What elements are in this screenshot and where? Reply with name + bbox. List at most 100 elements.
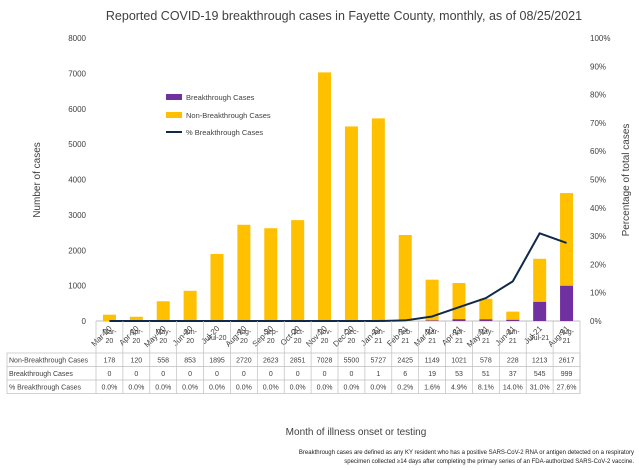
x-tick-label: May-20 [142,324,168,350]
y2-tick-label: 50% [590,176,606,185]
table-cell: 7028 [317,357,333,364]
table-cell: 2623 [263,357,279,364]
legend-label-non-breakthrough: Non-Breakthrough Cases [186,111,271,120]
table-header-cell: Aug-20 [236,329,251,345]
table-cell: 0.0% [128,384,144,391]
table-header-cell: Mar-21 [425,329,440,345]
bar-non-breakthrough [344,126,358,321]
table-cell: 0.0% [155,384,171,391]
legend: Breakthrough Cases Non-Breakthrough Case… [166,93,271,137]
y-tick-label: 4000 [68,176,86,185]
table-cell: 1 [376,371,380,378]
left-axis-ticks: 0 1000 2000 3000 4000 5000 6000 7000 8000 [68,34,86,326]
y2-tick-label: 60% [590,147,606,156]
percent-line-group [109,232,567,322]
table-cell: 0 [134,371,138,378]
footnote-line-2: specimen collected ≥14 days after comple… [344,459,634,465]
table-header-cell: Mar-20 [102,329,117,345]
table-cell: 0 [323,371,327,378]
table-header-cell: Sep-20 [263,329,278,345]
table-row-label: % Breakthrough Cases [9,384,81,391]
y-tick-label: 7000 [68,69,86,78]
legend-swatch-non-breakthrough [166,112,182,118]
table-header-cell: May-20 [155,329,171,345]
table-header-cell: Aug-21 [559,329,574,345]
percent-breakthrough-line [109,232,567,322]
table-cell: 2617 [559,357,575,364]
bar-non-breakthrough [156,301,170,321]
table-cell: 19 [428,371,436,378]
bar-non-breakthrough [318,72,332,322]
bar-non-breakthrough [129,316,143,321]
table-cell: 0 [107,371,111,378]
y-tick-label: 6000 [68,105,86,114]
table-cell: 1.6% [424,384,440,391]
table-cell: 4.9% [451,384,467,391]
table-cell: 0.0% [209,384,225,391]
bar-breakthrough [533,301,547,321]
table-header-cell: Jul-20 [207,335,226,342]
y-tick-label: 0 [82,317,87,326]
table-cell: 0.0% [370,384,386,391]
table-cell: 0 [242,371,246,378]
y2-axis-title: Percentage of total cases [621,124,632,237]
table-cell: 178 [104,357,116,364]
bar-non-breakthrough [210,253,224,321]
bar-non-breakthrough [479,298,493,320]
y2-tick-label: 0% [590,317,602,326]
table-row-label: Non-Breakthrough Cases [9,357,88,364]
table-header-cell: May-21 [478,329,494,345]
table-cell: 37 [509,371,517,378]
right-axis-ticks: 0% 10% 20% 30% 40% 50% 60% 70% 80% 90% 100% [590,34,610,326]
y2-tick-label: 80% [590,91,606,100]
table-cell: 0.0% [182,384,198,391]
bar-breakthrough [560,285,574,321]
table-header-cell: Apr-21 [452,329,466,345]
y-tick-label: 8000 [68,34,86,43]
table-cell: 27.6% [557,384,577,391]
y-tick-label: 3000 [68,211,86,220]
table-cell: 2425 [397,357,413,364]
chart-title: Reported COVID-19 breakthrough cases in … [106,9,582,23]
table-cell: 5727 [371,357,387,364]
table-cell: 0 [349,371,353,378]
table-cell: 0.0% [236,384,252,391]
bar-breakthrough [479,319,493,321]
table-cell: 0 [215,371,219,378]
table-cell: 53 [455,371,463,378]
table-cell: 2851 [290,357,306,364]
table-cell: 578 [480,357,492,364]
table-cell: 120 [130,357,142,364]
table-cell: 0.0% [343,384,359,391]
bar-non-breakthrough [291,220,305,321]
bar-breakthrough [425,320,439,321]
table-cell: 6 [403,371,407,378]
table-header-cell: Oct-20 [291,329,305,345]
table-cell: 558 [157,357,169,364]
y-axis-title: Number of cases [32,142,43,218]
table-cell: 545 [534,371,546,378]
table-cell: 14.0% [503,384,523,391]
table-cell: 1213 [532,357,548,364]
table-cell: 0.0% [101,384,117,391]
y-tick-label: 5000 [68,140,86,149]
data-table: Mar-20 Apr-20 May-20 Jun-20 Jul-20 Aug-20 Sep-… [6,321,581,394]
table-cell: 1149 [425,357,440,364]
bar-non-breakthrough [264,228,278,321]
bar-non-breakthrough [533,258,547,302]
bar-non-breakthrough [560,193,574,286]
bar-non-breakthrough [102,314,116,321]
table-cell: 0 [188,371,192,378]
y2-tick-label: 70% [590,119,606,128]
table-header-cell: Apr-20 [130,329,144,345]
legend-label-breakthrough: Breakthrough Cases [186,93,255,102]
table-header-cell: Feb-21 [398,329,413,345]
bar-non-breakthrough [183,290,197,321]
y2-tick-label: 100% [590,34,610,43]
table-header-cell: Jun-21 [506,329,520,345]
table-cell: 0 [296,371,300,378]
y2-tick-label: 30% [590,232,606,241]
table-cell: 31.0% [530,384,550,391]
y2-tick-label: 40% [590,204,606,213]
